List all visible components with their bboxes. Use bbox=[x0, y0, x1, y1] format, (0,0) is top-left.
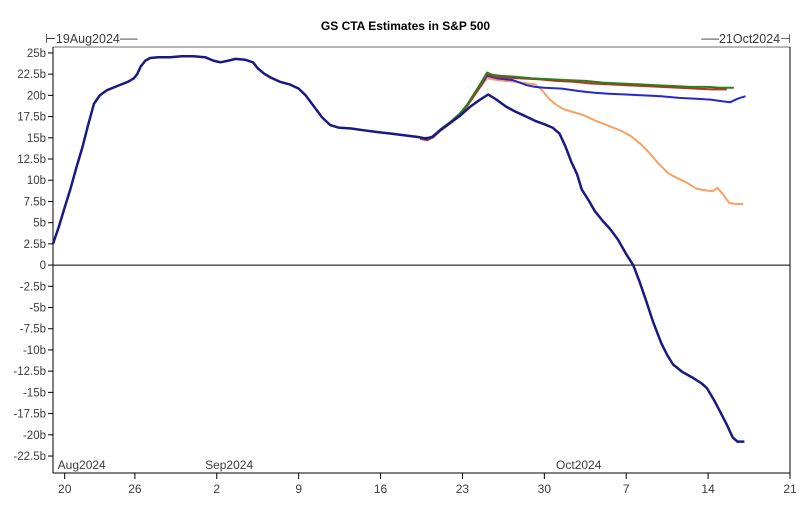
x-month-label: Sep2024 bbox=[205, 458, 253, 472]
y-tick-label: -15b bbox=[23, 387, 46, 399]
y-tick-label: -22.5b bbox=[13, 451, 46, 463]
x-tick-label: 26 bbox=[128, 482, 142, 496]
series-orange-line bbox=[420, 77, 744, 205]
x-tick-label: 20 bbox=[58, 482, 72, 496]
x-tick-label: 9 bbox=[295, 482, 302, 496]
y-tick-label: 12.5b bbox=[17, 154, 46, 166]
x-month-label: Oct2024 bbox=[556, 458, 602, 472]
y-tick-label: -5b bbox=[29, 303, 46, 315]
y-tick-label: -10b bbox=[23, 345, 46, 357]
y-tick-label: 25b bbox=[27, 48, 46, 60]
y-tick-label: 0 bbox=[40, 260, 46, 272]
chart-title: GS CTA Estimates in S&P 500 bbox=[320, 19, 491, 33]
y-tick-label: 2.5b bbox=[24, 239, 46, 251]
y-tick-label: 5b bbox=[33, 218, 46, 230]
x-tick-label: 30 bbox=[538, 482, 552, 496]
series-navy-line bbox=[51, 55, 745, 443]
y-tick-label: -17.5b bbox=[13, 409, 46, 421]
y-tick-label: 17.5b bbox=[17, 112, 46, 124]
x-month-label: Aug2024 bbox=[58, 458, 106, 472]
y-tick-label: 15b bbox=[27, 133, 46, 145]
date-range-start-field[interactable]: ⊢19Aug2024── bbox=[45, 32, 138, 46]
y-tick-label: 22.5b bbox=[17, 69, 46, 81]
x-tick-label: 2 bbox=[213, 482, 220, 496]
y-tick-label: -12.5b bbox=[13, 366, 46, 378]
y-tick-label: -2.5b bbox=[20, 281, 46, 293]
y-tick-label: -7.5b bbox=[20, 324, 46, 336]
x-tick-label: 16 bbox=[374, 482, 388, 496]
x-tick-label: 7 bbox=[623, 482, 630, 496]
date-range-end-field[interactable]: ──21Oct2024⊣ bbox=[701, 32, 791, 46]
y-tick-label: 10b bbox=[27, 175, 46, 187]
y-tick-label: -20b bbox=[23, 430, 46, 442]
x-tick-label: 21 bbox=[783, 482, 797, 496]
x-tick-label: 14 bbox=[701, 482, 715, 496]
y-tick-label: 20b bbox=[27, 90, 46, 102]
x-tick-label: 23 bbox=[456, 482, 470, 496]
y-tick-label: 7.5b bbox=[24, 196, 46, 208]
